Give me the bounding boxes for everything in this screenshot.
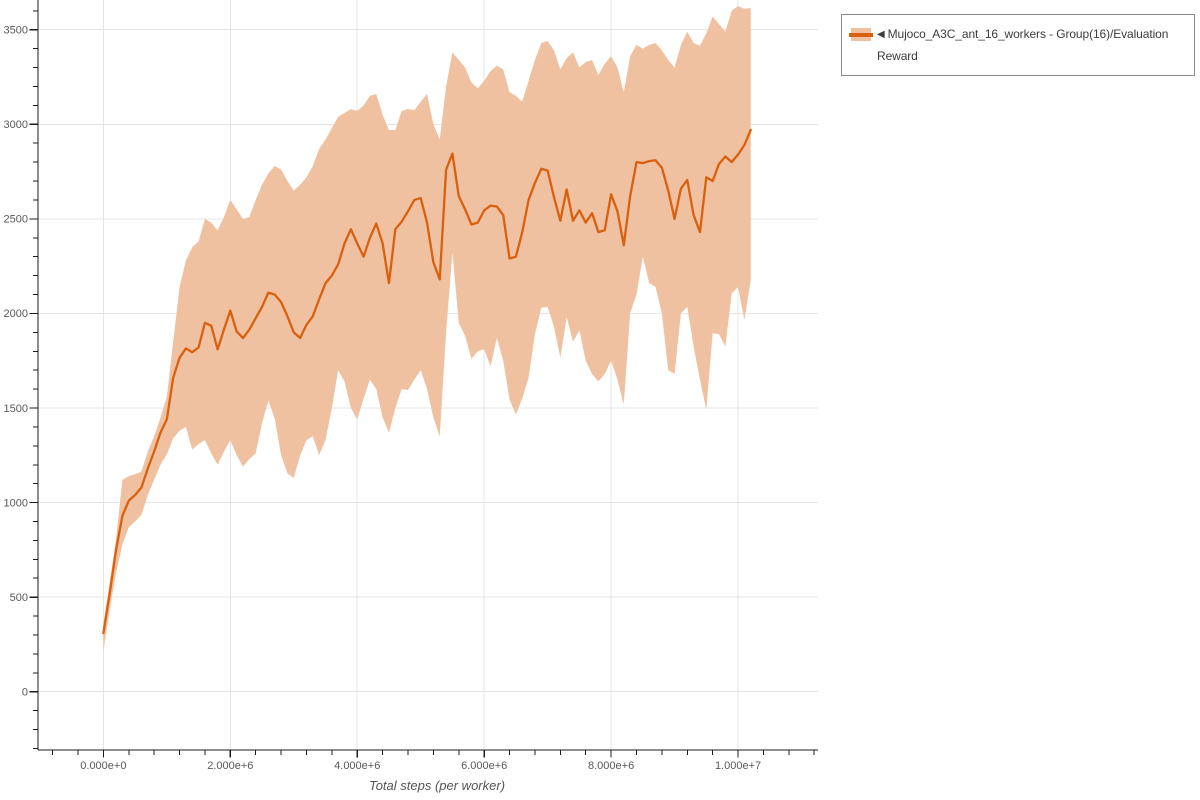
y-tick-label: 2500 [4, 214, 28, 226]
x-axis-title: Total steps (per worker) [369, 778, 505, 793]
legend-band-swatch [849, 28, 873, 41]
legend-label: ◀ Mujoco_A3C_ant_16_workers - Group(16)/E… [877, 24, 1185, 67]
legend-collapse-icon[interactable]: ◀ [877, 29, 885, 40]
x-tick-label: 6.000e+6 [461, 760, 507, 772]
legend-line-swatch [849, 33, 873, 37]
x-tick-label: 0.000e+0 [80, 760, 126, 772]
y-tick-label: 3500 [4, 24, 28, 36]
x-tick-label: 4.000e+6 [334, 760, 380, 772]
mean-line [102, 128, 752, 635]
y-tick-label: 1500 [4, 403, 28, 415]
confidence-band [103, 6, 751, 652]
legend[interactable]: ◀ Mujoco_A3C_ant_16_workers - Group(16)/E… [841, 14, 1195, 76]
x-tick-label: 2.000e+6 [207, 760, 253, 772]
x-tick-label: 1.000e+7 [715, 760, 761, 772]
y-tick-label: 2000 [4, 308, 28, 320]
y-tick-label: 3000 [4, 119, 28, 131]
legend-series-name: Mujoco_A3C_ant_16_workers - Group(16)/Ev… [877, 27, 1169, 63]
y-tick-label: 0 [22, 687, 28, 699]
y-tick-label: 500 [10, 592, 28, 604]
y-tick-label: 1000 [4, 497, 28, 509]
x-tick-label: 8.000e+6 [588, 760, 634, 772]
